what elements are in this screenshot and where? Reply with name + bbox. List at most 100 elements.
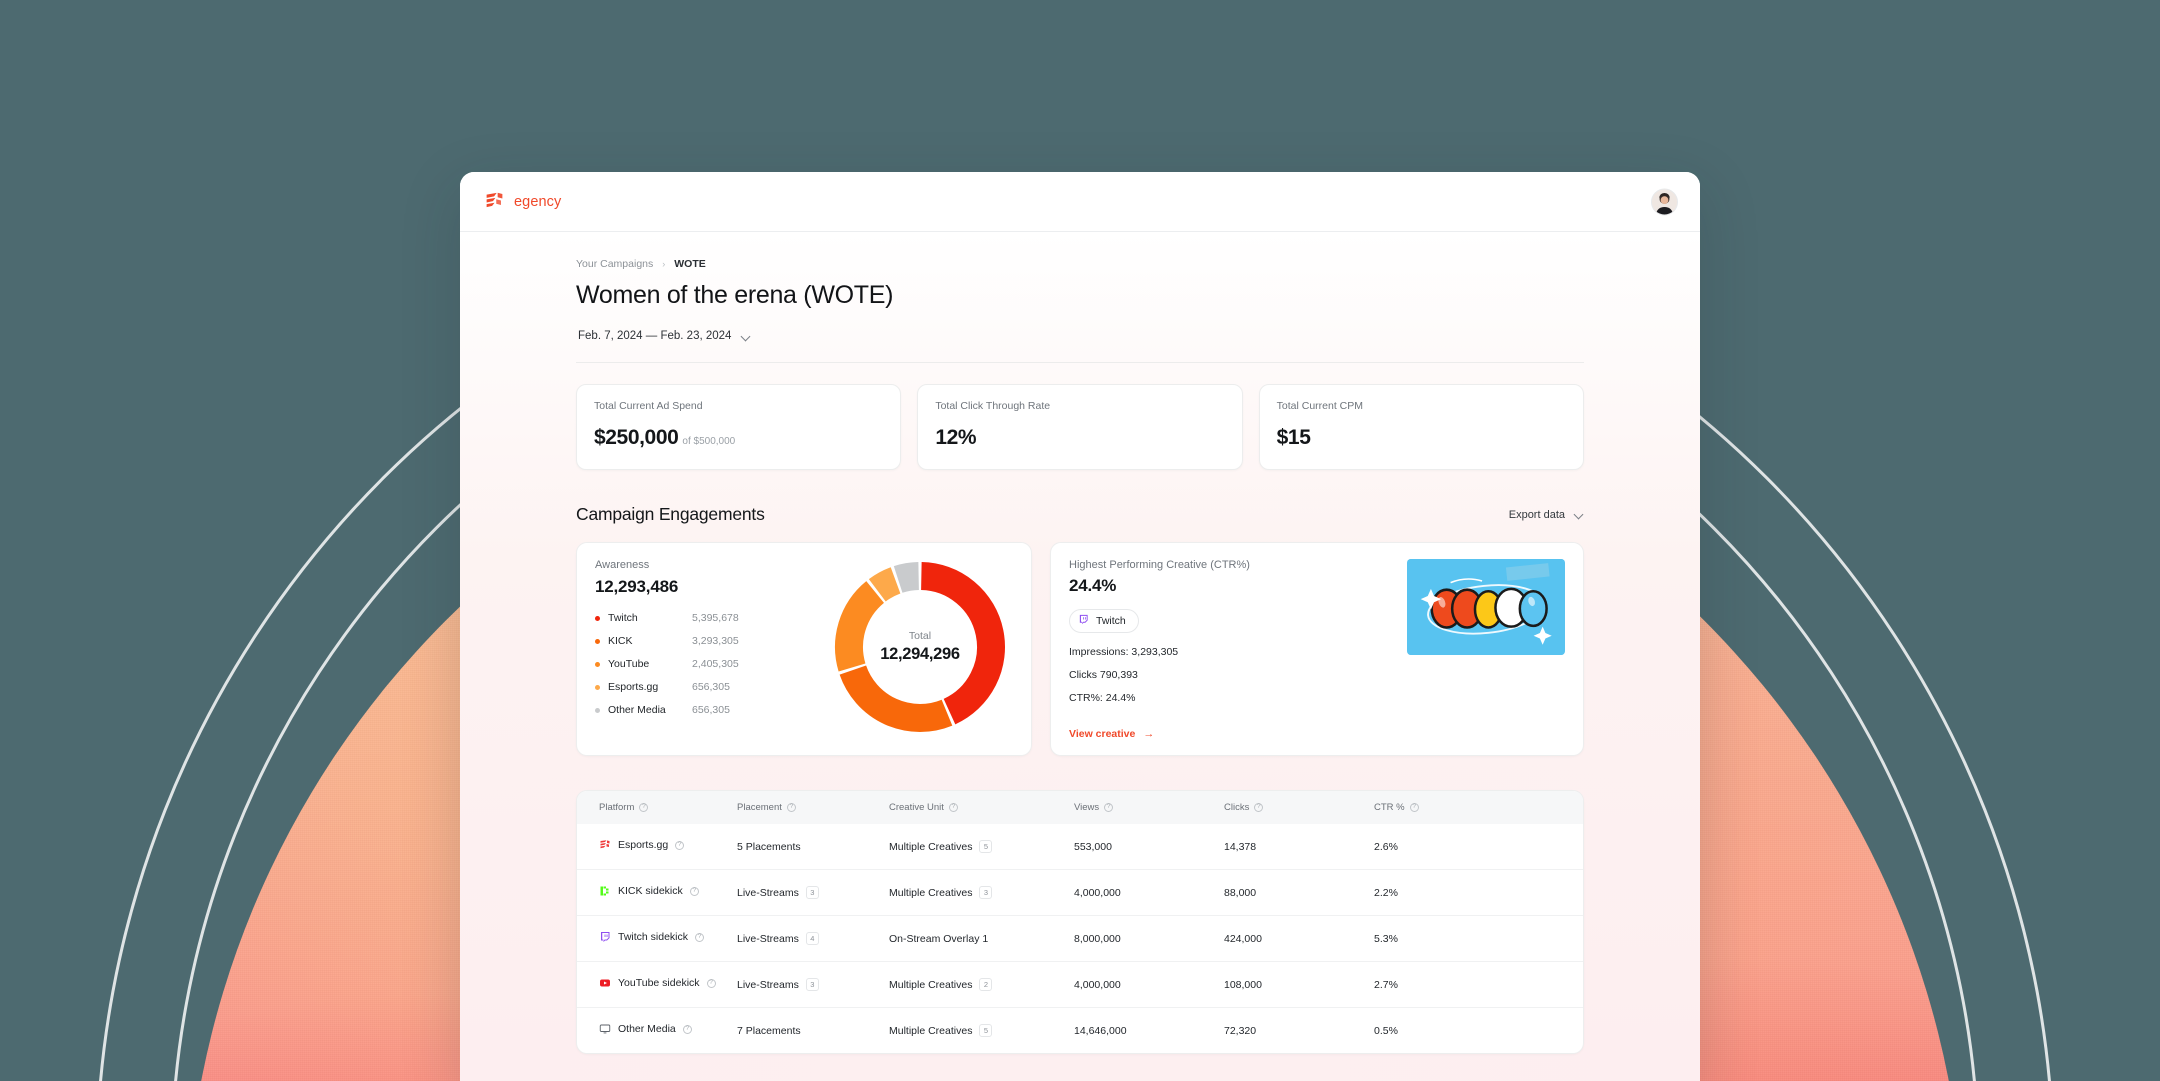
donut-segment-twitch[interactable] — [920, 562, 1005, 725]
engagement-cards: Awareness 12,293,486 Twitch 5,395,678 KICK… — [576, 542, 1584, 756]
legend-value: 5,395,678 — [692, 612, 739, 624]
performance-table-card: Platform? Placement? Creative Unit? View… — [576, 790, 1584, 1054]
cell-creative-unit: Multiple Creatives 3 — [889, 869, 1074, 916]
kpi-value: $15 — [1277, 426, 1566, 450]
cell-clicks: 72,320 — [1224, 1024, 1257, 1037]
help-icon[interactable]: ? — [948, 803, 958, 812]
table-body: Esports.gg? 5 Placements Multiple Creative… — [577, 824, 1583, 1053]
help-icon[interactable]: ? — [682, 1024, 692, 1034]
kpi-label: Total Current CPM — [1276, 400, 1364, 412]
engagements-section-header: Campaign Engagements Export data — [576, 504, 1584, 525]
creative-unit-name: Multiple Creatives — [889, 886, 973, 899]
column-label: CTR % — [1374, 802, 1405, 813]
creative-stats: Highest Performing Creative (CTR%) 24.4% — [1069, 559, 1397, 715]
platform-chip-twitch: Twitch — [1069, 609, 1139, 633]
arrow-right-icon: → — [1143, 728, 1155, 740]
breadcrumb: Your Campaigns › WOTE — [576, 258, 1584, 270]
kpi-card-cpm: Total Current CPM $15 — [1258, 384, 1584, 470]
legend-value: 2,405,305 — [692, 658, 739, 670]
donut-chart-wrap: Total 12,294,296 — [827, 559, 1013, 735]
table-row[interactable]: YouTube sidekick? Live-Streams 3 Multiple C… — [577, 961, 1583, 1008]
help-icon[interactable]: ? — [1409, 803, 1419, 812]
kpi-card-ctr: Total Click Through Rate 12% — [917, 384, 1243, 470]
count-badge: 5 — [979, 840, 993, 853]
cell-placement: Live-Streams 3 — [737, 869, 889, 916]
cell-views: 4,000,000 — [1074, 869, 1224, 916]
donut-segment-youtube[interactable] — [835, 581, 885, 672]
legend-item: YouTube 2,405,305 — [595, 658, 827, 670]
cell-views: 4,000,000 — [1074, 961, 1224, 1008]
export-data-button[interactable]: Export data — [1509, 509, 1584, 521]
platform-name: YouTube sidekick — [618, 977, 700, 989]
help-icon[interactable]: ? — [675, 840, 685, 850]
column-label: Creative Unit — [889, 802, 944, 813]
kpi-value: 12% — [935, 426, 1224, 450]
column-header-placement[interactable]: Placement? — [737, 791, 889, 824]
section-title: Campaign Engagements — [576, 504, 765, 524]
column-header-platform[interactable]: Platform? — [577, 791, 737, 824]
legend-value: 656,305 — [692, 704, 730, 716]
cell-placement: Live-Streams 3 — [737, 961, 889, 1008]
kick-icon — [599, 885, 611, 897]
kpi-card-ad-spend: Total Current Ad Spend $250,000 of $500,0… — [576, 384, 902, 470]
cell-clicks: 108,000 — [1224, 961, 1374, 1008]
table-row[interactable]: KICK sidekick? Live-Streams 3 Multiple Crea… — [577, 869, 1583, 916]
column-label: Views — [1074, 802, 1100, 813]
help-icon[interactable]: ? — [1104, 803, 1114, 812]
donut-segment-esports-gg[interactable] — [868, 567, 901, 602]
legend-label: YouTube — [608, 658, 650, 670]
esports-gg-icon — [599, 839, 611, 851]
placement-name: Live-Streams — [737, 886, 799, 899]
help-icon[interactable]: ? — [689, 886, 699, 896]
cell-creative-unit: On-Stream Overlay 1 — [889, 915, 1074, 962]
help-icon[interactable]: ? — [695, 932, 705, 942]
cell-clicks: 88,000 — [1224, 869, 1374, 916]
cell-clicks: 424,000 — [1224, 915, 1374, 962]
legend-label: Twitch — [608, 612, 638, 624]
donut-segment-kick[interactable] — [839, 665, 953, 732]
export-data-label: Export data — [1508, 508, 1565, 521]
kpi-amount: $250,000 — [594, 426, 679, 449]
column-header-clicks[interactable]: Clicks? — [1224, 791, 1374, 824]
count-badge: 5 — [979, 1024, 993, 1037]
creative-thumbnail[interactable] — [1407, 559, 1565, 655]
page-title: Women of the erena (WOTE) — [576, 281, 894, 309]
cell-views: 14,646,000 — [1074, 1024, 1127, 1037]
cell-creative-unit: Multiple Creatives 5 — [889, 824, 1074, 870]
cell-placement: Live-Streams 4 — [737, 915, 889, 962]
donut-segment-other-media[interactable] — [893, 562, 920, 593]
cell-views: 553,000 — [1074, 824, 1224, 870]
help-icon[interactable]: ? — [639, 803, 649, 812]
date-range-value: Feb. 7, 2024 — Feb. 23, 2024 — [578, 330, 732, 342]
user-avatar[interactable] — [1651, 188, 1678, 215]
kpi-value: $250,000 of $500,000 — [594, 426, 883, 450]
creative-unit-name: Multiple Creatives — [889, 840, 973, 853]
cell-platform: YouTube sidekick? — [577, 961, 737, 1008]
table-row[interactable]: Other Media? 7 Placements Multiple Creativ… — [577, 1008, 1583, 1054]
donut-total-value: 12,294,296 — [880, 645, 960, 663]
table-row[interactable]: Esports.gg? 5 Placements Multiple Creative… — [577, 824, 1583, 870]
donut-chart: Total 12,294,296 — [832, 559, 1008, 735]
creative-ctr: CTR%: 24.4% — [1069, 692, 1136, 704]
creative-unit-name: On-Stream Overlay 1 — [889, 932, 989, 945]
date-range-picker[interactable]: Feb. 7, 2024 — Feb. 23, 2024 — [576, 326, 753, 346]
column-header-creative-unit[interactable]: Creative Unit? — [889, 791, 1074, 824]
performance-table: Platform? Placement? Creative Unit? View… — [577, 791, 1583, 1053]
avatar-image — [1652, 189, 1677, 214]
help-icon[interactable]: ? — [786, 803, 796, 812]
view-creative-link[interactable]: View creative → — [1051, 715, 1172, 754]
breadcrumb-root[interactable]: Your Campaigns — [576, 258, 654, 270]
view-creative-label: View creative — [1069, 728, 1136, 740]
column-header-views[interactable]: Views? — [1074, 791, 1224, 824]
help-icon[interactable]: ? — [1254, 803, 1264, 812]
chart-legend: Twitch 5,395,678 KICK 3,293,305 YouTube 2,405… — [595, 612, 827, 716]
help-icon[interactable]: ? — [706, 978, 716, 988]
brand-logo[interactable]: egency — [484, 191, 561, 212]
table-row[interactable]: Twitch sidekick? Live-Streams 4 On-Stream O… — [577, 915, 1583, 962]
twitch-icon — [599, 931, 611, 943]
platform-name: KICK sidekick — [618, 885, 683, 897]
legend-label: Other Media — [608, 704, 666, 716]
awareness-card: Awareness 12,293,486 Twitch 5,395,678 KICK… — [576, 542, 1032, 756]
column-header-ctr[interactable]: CTR %? — [1374, 791, 1583, 824]
